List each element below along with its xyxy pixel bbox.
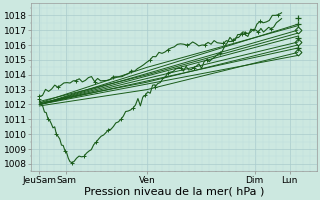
X-axis label: Pression niveau de la mer( hPa ): Pression niveau de la mer( hPa ) — [84, 187, 264, 197]
